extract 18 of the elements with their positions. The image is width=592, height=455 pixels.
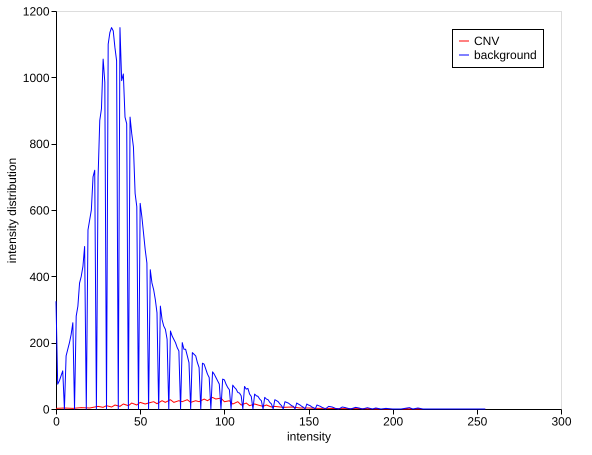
x-tick-label: 150 — [298, 414, 320, 428]
legend-label: CNV — [474, 34, 500, 48]
y-tick-label: 1000 — [22, 70, 50, 85]
y-tick-label: 400 — [29, 270, 50, 284]
x-tick-label: 50 — [134, 414, 148, 428]
x-axis-title: intensity — [286, 430, 332, 444]
y-tick-label: 800 — [29, 137, 50, 152]
y-axis-title: intensity distribution — [4, 158, 19, 264]
x-tick-label: 0 — [53, 414, 60, 428]
x-tick-label: 300 — [551, 414, 572, 428]
x-tick-label: 100 — [214, 414, 236, 428]
legend-label: background — [474, 48, 537, 62]
y-tick-label: 200 — [29, 336, 50, 350]
x-tick-label: 250 — [467, 414, 488, 428]
x-tick-label: 200 — [383, 414, 404, 428]
y-tick-label: 600 — [29, 204, 50, 218]
y-tick-label: 1200 — [22, 4, 50, 18]
y-tick-label: 0 — [42, 402, 50, 416]
